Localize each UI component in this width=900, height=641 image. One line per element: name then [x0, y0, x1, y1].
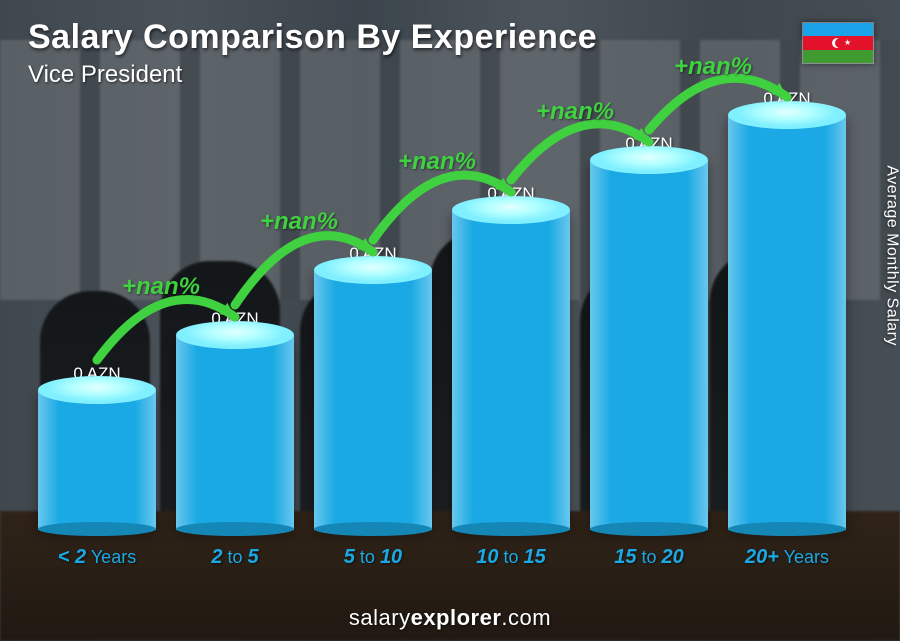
bar-slot: 0 AZN< 2 Years [38, 364, 156, 569]
flag-stripe-mid: ★ [803, 36, 873, 49]
bar-x-label: < 2 Years [58, 546, 136, 569]
watermark-bold: explorer [411, 605, 502, 630]
flag-icon: ★ [802, 22, 874, 64]
chart-title: Salary Comparison By Experience [28, 18, 597, 57]
bar [176, 335, 294, 530]
chart-subtitle: Vice President [28, 61, 597, 89]
bar-x-label: 10 to 15 [476, 546, 546, 569]
watermark-suffix: .com [501, 605, 551, 630]
bar-x-label: 15 to 20 [614, 546, 684, 569]
bar-slot: 0 AZN5 to 10 [314, 244, 432, 569]
bar-x-label: 20+ Years [745, 546, 829, 569]
bar-slot: 0 AZN20+ Years [728, 89, 846, 569]
bar [314, 270, 432, 530]
bar [452, 210, 570, 530]
bar [590, 160, 708, 530]
bar-slot: 0 AZN10 to 15 [452, 184, 570, 569]
bar [728, 115, 846, 530]
crescent-icon [832, 38, 842, 48]
bar-slot: 0 AZN2 to 5 [176, 309, 294, 569]
flag-stripe-top [803, 23, 873, 36]
flag-stripe-bot [803, 50, 873, 63]
y-axis-label: Average Monthly Salary [883, 166, 900, 347]
bar-slot: 0 AZN15 to 20 [590, 134, 708, 569]
bar-x-label: 5 to 10 [344, 546, 402, 569]
watermark-prefix: salary [349, 605, 411, 630]
bar [38, 390, 156, 530]
watermark: salaryexplorer.com [0, 605, 900, 631]
bar-x-label: 2 to 5 [211, 546, 258, 569]
bar-chart: 0 AZN< 2 Years0 AZN2 to 50 AZN5 to 100 A… [32, 95, 852, 569]
title-block: Salary Comparison By Experience Vice Pre… [28, 18, 597, 89]
